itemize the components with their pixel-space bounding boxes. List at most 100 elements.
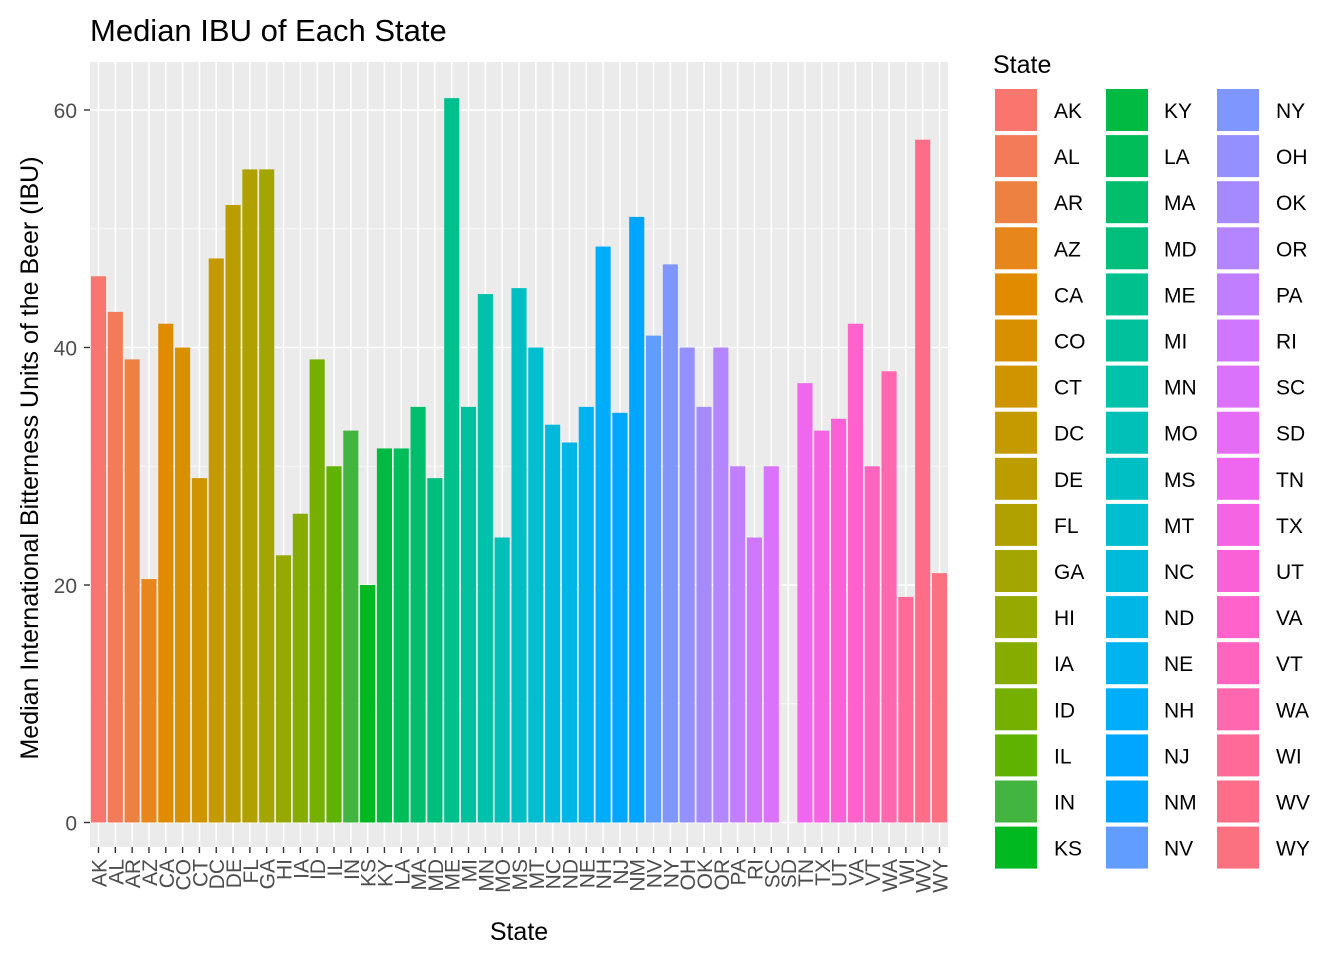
y-axis-title: Median International Bitterness Units of… xyxy=(16,156,44,759)
bars xyxy=(90,98,948,823)
bar-ky xyxy=(376,448,392,823)
legend-label: ME xyxy=(1164,284,1196,307)
legend-label: AL xyxy=(1054,146,1080,169)
legend-key-co xyxy=(995,319,1037,362)
legend-label: VT xyxy=(1276,653,1303,676)
legend-label: CO xyxy=(1054,331,1086,354)
legend-key-md xyxy=(1106,227,1148,270)
bar-fl xyxy=(242,169,258,823)
legend-key-ms xyxy=(1106,457,1148,500)
y-tick-label: 20 xyxy=(54,575,77,598)
legend-label: WV xyxy=(1276,792,1310,815)
legend-key-mo xyxy=(1106,411,1148,454)
legend-key-ct xyxy=(995,365,1037,408)
legend-key-me xyxy=(1106,273,1148,316)
bar-wv xyxy=(915,139,931,823)
legend-label: UT xyxy=(1276,561,1304,584)
x-tick-label: DC xyxy=(206,859,229,889)
x-tick-label: KS xyxy=(358,859,381,887)
legend-label: HI xyxy=(1054,607,1075,630)
legend-key-hi xyxy=(995,596,1037,639)
legend-label: NE xyxy=(1164,653,1193,676)
x-tick-label: IL xyxy=(324,859,347,877)
bar-nj xyxy=(612,412,628,823)
bar-il xyxy=(326,466,342,823)
bar-pa xyxy=(730,466,746,823)
legend-key-ok xyxy=(1217,181,1259,224)
legend-key-nj xyxy=(1106,734,1148,777)
bar-ut xyxy=(831,418,847,823)
legend-key-ny xyxy=(1217,89,1259,131)
legend-key-or xyxy=(1217,227,1259,270)
legend-label: WA xyxy=(1276,699,1309,722)
chart-title: Median IBU of Each State xyxy=(90,13,447,48)
bar-mt xyxy=(528,347,544,823)
legend-key-vt xyxy=(1217,642,1259,685)
legend-label: AK xyxy=(1054,100,1082,123)
legend-key-wi xyxy=(1217,734,1259,777)
legend-key-la xyxy=(1106,135,1148,178)
x-tick-label: IN xyxy=(341,859,364,880)
x-tick-label: WA xyxy=(879,859,902,892)
bar-va xyxy=(847,323,863,823)
legend-label: TX xyxy=(1276,515,1303,538)
x-tick-label: WV xyxy=(913,859,936,893)
legend-key-wy xyxy=(1217,826,1259,869)
x-tick-label: CA xyxy=(156,859,179,888)
y-tick-label: 0 xyxy=(65,813,77,836)
legend-key-ri xyxy=(1217,319,1259,362)
legend-key-mt xyxy=(1106,503,1148,546)
x-tick-label: VA xyxy=(845,859,868,885)
legend-key-al xyxy=(995,135,1037,178)
bar-la xyxy=(393,448,409,823)
x-tick-label: MT xyxy=(526,859,549,889)
bar-wy xyxy=(931,573,948,823)
legend-label: GA xyxy=(1054,561,1084,584)
x-tick-label: VT xyxy=(862,859,885,886)
bar-tx xyxy=(814,430,830,823)
legend-key-mn xyxy=(1106,365,1148,408)
legend-key-dc xyxy=(995,411,1037,454)
bar-md xyxy=(427,478,443,823)
legend-key-ga xyxy=(995,550,1037,592)
x-tick-label: AK xyxy=(89,859,112,887)
bar-ia xyxy=(292,513,308,823)
legend-key-ia xyxy=(995,642,1037,685)
y-axis-ticks: 0 20 40 60 xyxy=(54,100,90,836)
x-tick-label: NY xyxy=(660,859,683,888)
legend-label: MD xyxy=(1164,238,1197,261)
bar-ca xyxy=(158,323,174,823)
bar-dc xyxy=(208,258,224,823)
legend-label: NH xyxy=(1164,699,1194,722)
bar-or xyxy=(713,347,729,823)
bar-ok xyxy=(696,406,712,823)
legend-label: ND xyxy=(1164,607,1194,630)
legend-key-az xyxy=(995,227,1037,270)
legend-label: MO xyxy=(1164,423,1198,446)
bar-hi xyxy=(275,555,292,823)
legend-label: SD xyxy=(1276,423,1305,446)
legend-key-ma xyxy=(1106,181,1148,224)
legend: AK AL AR AZ CA CO CT DC DE FL GA HI IA ID IL IN KS KY LA MA… xyxy=(995,89,1310,869)
x-tick-label: AZ xyxy=(139,859,162,886)
legend-key-tn xyxy=(1217,457,1259,500)
legend-label: OK xyxy=(1276,192,1306,215)
bar-ga xyxy=(259,169,275,823)
x-tick-label: TX xyxy=(812,859,835,886)
bar-ks xyxy=(360,585,376,823)
legend-label: ID xyxy=(1054,699,1075,722)
x-tick-label: MD xyxy=(425,859,448,892)
x-tick-label: MS xyxy=(509,859,532,891)
x-tick-label: SC xyxy=(761,859,784,888)
bar-in xyxy=(343,430,359,823)
bar-ms xyxy=(511,288,527,823)
legend-label: IA xyxy=(1054,653,1074,676)
bar-ri xyxy=(746,537,763,823)
x-tick-label: WI xyxy=(896,859,919,885)
x-tick-label: WY xyxy=(930,859,953,893)
bar-mn xyxy=(477,294,493,823)
legend-label: WI xyxy=(1276,745,1302,768)
legend-label: AR xyxy=(1054,192,1083,215)
x-tick-label: NC xyxy=(543,859,566,889)
x-tick-label: OH xyxy=(677,859,700,891)
